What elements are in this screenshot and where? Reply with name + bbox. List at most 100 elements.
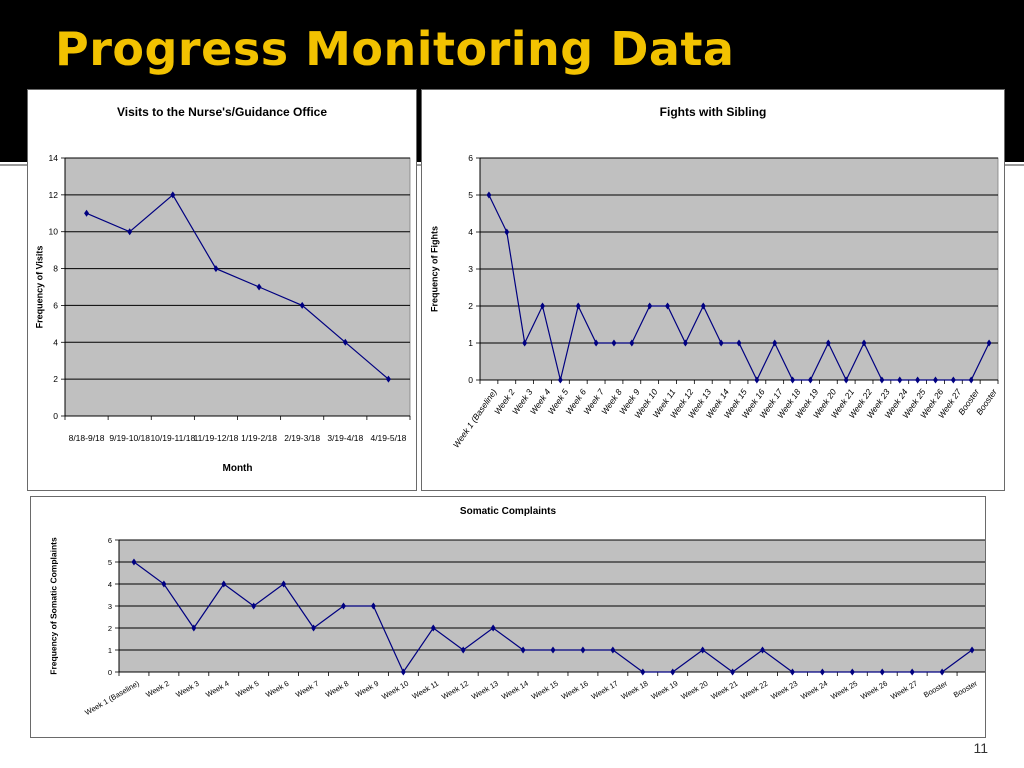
x-tick-label: Week 22 (739, 679, 769, 702)
x-tick-label: Week 23 (769, 679, 799, 702)
x-tick-label: Week 19 (650, 679, 680, 702)
data-point (754, 376, 760, 384)
data-point (915, 376, 921, 384)
y-tick-label: 10 (49, 227, 59, 237)
data-point (825, 339, 831, 347)
chart-title: Visits to the Nurse's/Guidance Office (117, 105, 327, 119)
x-tick-label: Week 2 (144, 679, 170, 699)
x-tick-label: 11/19-12/18 (194, 433, 239, 443)
y-tick-label: 6 (108, 536, 112, 545)
chart-title: Fights with Sibling (660, 105, 767, 119)
data-point (640, 668, 646, 676)
data-point (460, 646, 466, 654)
data-point (610, 646, 616, 654)
x-tick-label: Week 17 (590, 679, 620, 702)
data-point (490, 624, 496, 632)
x-tick-label: Week 8 (324, 679, 350, 699)
y-tick-label: 3 (108, 602, 112, 611)
data-point (700, 302, 706, 310)
x-tick-label: Week 11 (411, 679, 441, 701)
x-tick-label: Week 3 (174, 679, 200, 699)
x-tick-label: Week 25 (829, 679, 859, 702)
data-point (370, 602, 376, 610)
data-point (611, 339, 617, 347)
x-tick-label: Week 9 (354, 679, 380, 699)
data-point (879, 668, 885, 676)
y-tick-label: 1 (108, 646, 112, 655)
x-tick-label: Week 15 (530, 679, 560, 702)
y-tick-label: 4 (468, 227, 473, 237)
x-tick-label: 8/18-9/18 (69, 433, 105, 443)
data-point (221, 580, 227, 588)
y-tick-label: 5 (108, 558, 112, 567)
y-tick-label: 8 (53, 264, 58, 274)
x-tick-label: 3/19-4/18 (327, 433, 363, 443)
data-point (772, 339, 778, 347)
x-tick-label: Week 27 (889, 679, 919, 702)
data-point (670, 668, 676, 676)
y-tick-label: 0 (108, 668, 112, 677)
data-point (789, 668, 795, 676)
x-tick-label: Week 5 (234, 679, 260, 699)
y-tick-label: 2 (108, 624, 112, 633)
data-point (897, 376, 903, 384)
data-point (843, 376, 849, 384)
page-number: 11 (973, 740, 988, 756)
y-tick-label: 0 (468, 375, 473, 385)
chart-somatic-complaints: Somatic Complaints 0 1 2 3 4 5 6 Frequency of So… (30, 496, 986, 738)
data-point (849, 668, 855, 676)
data-point (131, 558, 137, 566)
series-line (86, 193, 389, 380)
y-tick-label: 1 (468, 338, 473, 348)
data-point (299, 301, 305, 309)
x-tick-label: Week 4 (204, 679, 230, 699)
data-point (311, 624, 317, 632)
data-point (340, 602, 346, 610)
y-axis-label: Frequency of Somatic Complaints (48, 537, 58, 675)
data-point (986, 339, 992, 347)
data-point (736, 339, 742, 347)
data-point (430, 624, 436, 632)
slide-title: Progress Monitoring Data (55, 22, 735, 76)
plot-area (64, 157, 411, 417)
data-point (486, 191, 492, 199)
x-tick-label: 2/19-3/18 (284, 433, 320, 443)
y-axis-label: Frequency of Visits (34, 246, 44, 329)
data-point (760, 646, 766, 654)
y-tick-label: 6 (468, 153, 473, 163)
y-tick-label: 12 (49, 190, 59, 200)
data-point (161, 580, 167, 588)
x-tick-label: 10/19-11/18 (150, 433, 195, 443)
x-tick-label: Week 18 (620, 679, 650, 702)
x-tick-label: Week 21 (709, 679, 739, 702)
chart-nurse-visits: Visits to the Nurse's/Guidance Office 0 2 4… (27, 89, 417, 491)
data-point (251, 602, 257, 610)
data-point (950, 376, 956, 384)
data-point (575, 302, 581, 310)
data-point (718, 339, 724, 347)
x-tick-label: 9/19-10/18 (109, 433, 150, 443)
data-point (593, 339, 599, 347)
data-point (522, 339, 528, 347)
x-axis-label: Month (223, 463, 253, 474)
x-tick-label: Week 26 (859, 679, 889, 702)
data-point (281, 580, 287, 588)
data-point (879, 376, 885, 384)
x-tick-label: Week 13 (470, 679, 500, 702)
data-point (790, 376, 796, 384)
x-tick-label: Booster (952, 679, 979, 700)
y-tick-label: 0 (53, 411, 58, 421)
data-point (84, 209, 90, 217)
x-tick-label: 4/19-5/18 (370, 433, 406, 443)
y-tick-label: 2 (53, 374, 58, 384)
x-tick-label: 1/19-2/18 (241, 433, 277, 443)
data-point (909, 668, 915, 676)
data-point (968, 376, 974, 384)
x-tick-label: Week 1 (Baseline) (83, 679, 141, 718)
x-tick-label: Week 14 (500, 679, 530, 702)
data-point (969, 646, 975, 654)
chart-svg: Fights with Sibling 0 1 2 3 4 5 6 Frequency of F… (429, 105, 999, 450)
x-tick-label: Week 24 (799, 679, 829, 702)
data-point (861, 339, 867, 347)
x-tick-label: Week 20 (679, 679, 709, 702)
